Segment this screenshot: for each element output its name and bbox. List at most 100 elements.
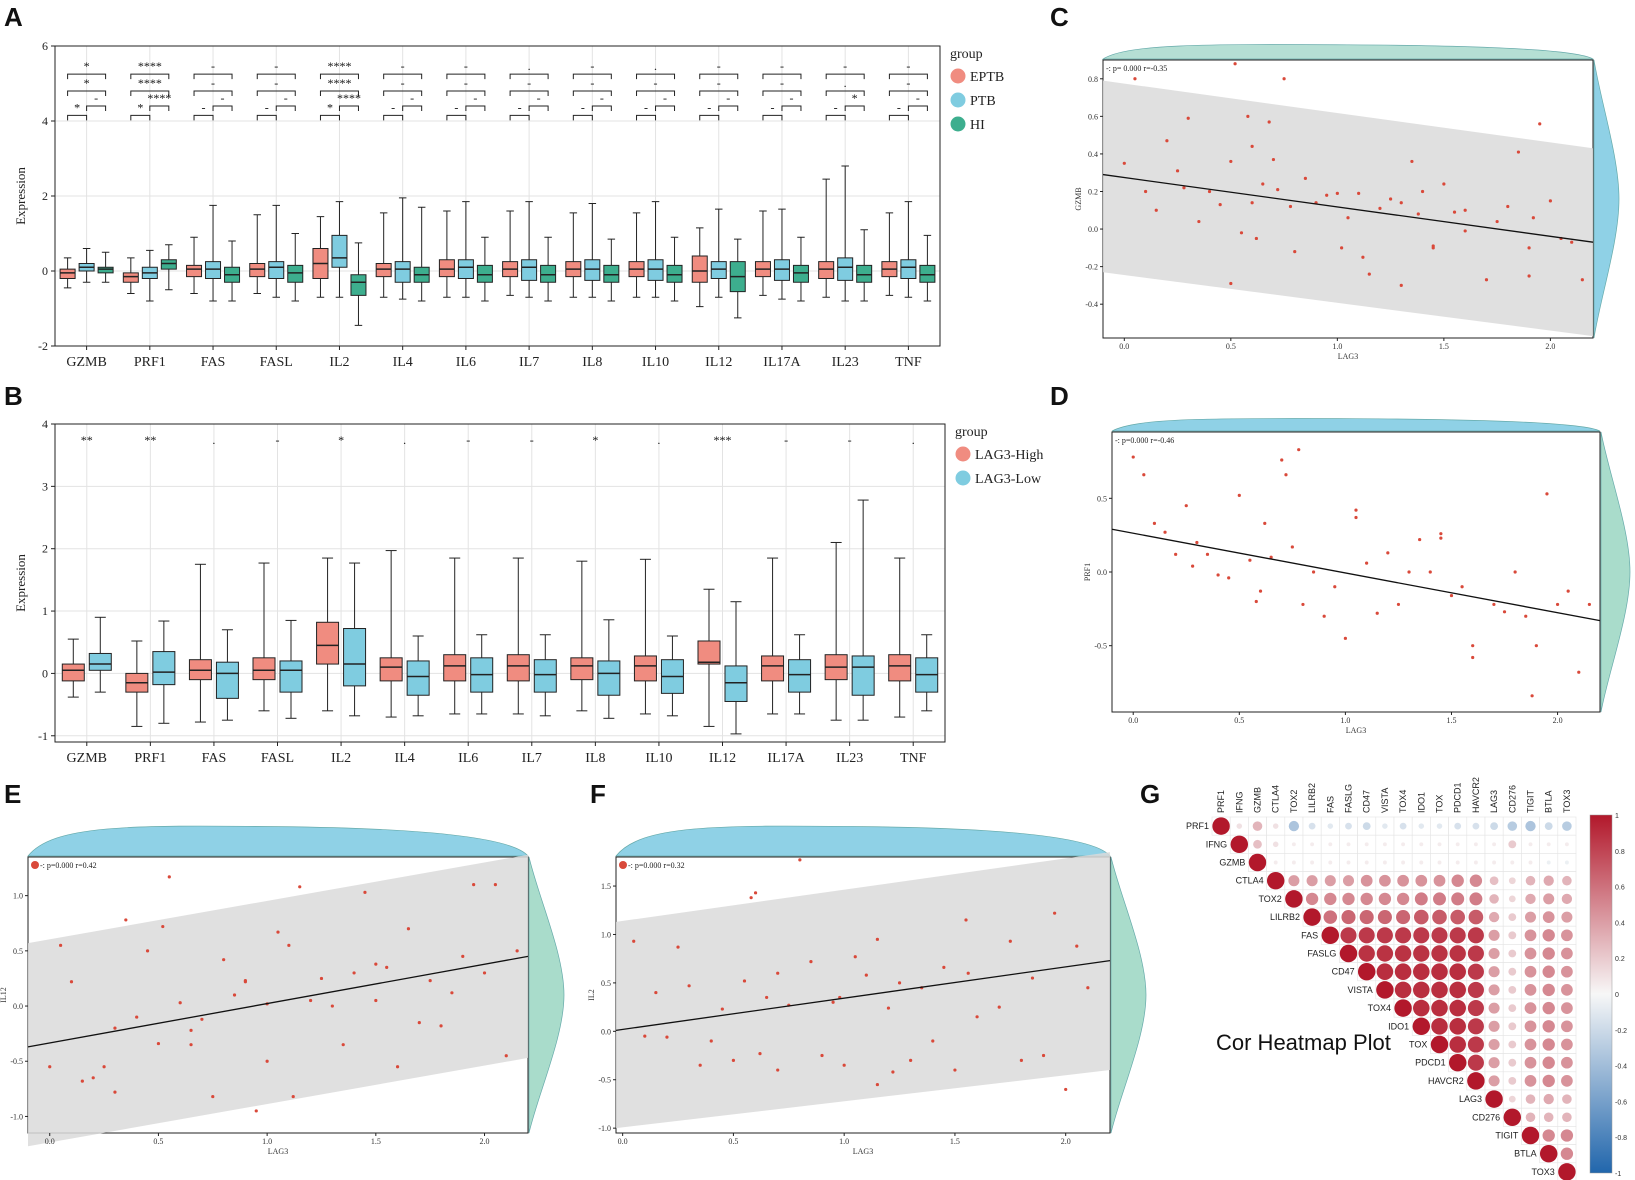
heatmap-dot — [1524, 1056, 1537, 1069]
heatmap-dot — [1328, 842, 1333, 847]
heatmap-dot — [1419, 860, 1424, 865]
sig-bracket — [762, 114, 783, 121]
scatter-point — [1282, 77, 1286, 81]
x-tick-label: IL12 — [709, 751, 736, 766]
heatmap-dot — [1524, 1020, 1537, 1033]
scatter-point — [1418, 537, 1422, 542]
scatter-point — [1449, 593, 1454, 598]
scatter-point — [291, 1094, 295, 1099]
heatmap-dot — [1397, 874, 1409, 887]
colorbar-tick-label: 0 — [1615, 992, 1619, 999]
heatmap-dot — [1431, 981, 1448, 999]
sig-bracket — [699, 90, 739, 96]
scatter-point — [1502, 610, 1507, 614]
box-LAG3-Low — [597, 660, 621, 696]
box-HI — [666, 264, 683, 283]
scatter-point — [758, 1051, 762, 1056]
scatter-point — [809, 959, 813, 964]
scatter-point — [178, 1001, 182, 1005]
scatter-point — [665, 1035, 669, 1039]
heatmap-row-label: FASLG — [1307, 949, 1336, 959]
annotation-marker — [31, 861, 39, 869]
heatmap-col-label: TIGIT — [1526, 790, 1536, 813]
colorbar-tick-label: 0.4 — [1615, 920, 1625, 927]
heatmap-dot — [1467, 1036, 1484, 1053]
box-PTB — [331, 234, 348, 268]
heatmap-col-label: CD47 — [1362, 790, 1372, 813]
scatter-point — [776, 1068, 780, 1072]
scatter-point — [113, 1026, 117, 1030]
box-LAG3-Low — [343, 628, 367, 687]
scatter-point — [450, 991, 454, 995]
heatmap-dot — [1288, 875, 1300, 887]
heatmap-row-label: HAVCR2 — [1428, 1076, 1464, 1086]
scatter-point — [942, 965, 946, 970]
y-axis-title: PRF1 — [1083, 563, 1092, 581]
scatter-point — [875, 1082, 879, 1087]
heatmap-dot — [1542, 1074, 1555, 1088]
sig-label: - — [590, 76, 594, 90]
scatter-point — [1357, 191, 1361, 195]
heatmap-dot — [1291, 860, 1296, 865]
sig-bracket — [509, 114, 530, 121]
heatmap-dot — [1377, 910, 1392, 925]
scatter-point — [1396, 602, 1401, 607]
heatmap-dot — [1376, 927, 1393, 944]
sig-label: . — [528, 59, 531, 73]
heatmap-dot — [1431, 927, 1448, 944]
scatter-point — [428, 979, 432, 983]
heatmap-dot — [1230, 835, 1249, 854]
sig-label: - — [454, 100, 458, 114]
sig-label: - — [401, 59, 405, 73]
box-HI — [856, 264, 873, 283]
x-tick-label: 2.0 — [480, 1137, 490, 1146]
density-side — [1110, 856, 1147, 1134]
sig-bracket — [193, 114, 214, 121]
heatmap-dot — [1561, 1075, 1573, 1087]
legend-label: HI — [970, 118, 985, 133]
heatmap-dot — [1562, 1094, 1572, 1104]
x-tick-label: 2.0 — [1545, 342, 1555, 351]
scatter-point — [1019, 1058, 1023, 1062]
sig-bracket — [67, 73, 107, 80]
scatter-point — [1207, 189, 1212, 194]
sig-label: - — [276, 433, 280, 447]
heatmap-dot — [1524, 1002, 1537, 1014]
confidence-band — [28, 854, 528, 1147]
heatmap-dot — [1560, 1129, 1574, 1142]
x-tick-label: GZMB — [66, 355, 106, 370]
scatter-point — [953, 1068, 957, 1072]
heatmap-dot — [1433, 874, 1446, 887]
heatmap-dot — [1488, 929, 1500, 941]
box-PTB — [205, 261, 222, 279]
heatmap-dot — [1542, 965, 1555, 978]
heatmap-dot — [1508, 1022, 1517, 1031]
sig-bracket — [888, 90, 928, 96]
sig-label: * — [137, 100, 143, 114]
heatmap-col-label: LILRB2 — [1307, 783, 1317, 813]
legend-swatch — [950, 116, 966, 132]
scatter-point — [167, 875, 171, 879]
sig-label: *** — [714, 433, 732, 447]
heatmap-col-label: PRF1 — [1216, 790, 1226, 813]
sig-label: - — [211, 59, 215, 73]
x-tick-label: 1.0 — [1340, 716, 1350, 725]
sig-label: . — [657, 433, 660, 447]
stat-annotation: -: p=0.000 r=0.42 — [40, 861, 97, 870]
x-tick-label: IL2 — [329, 355, 349, 370]
x-tick-label: 0.0 — [45, 1137, 55, 1146]
heatmap-dot — [1437, 842, 1442, 847]
scatter-point — [1410, 159, 1414, 164]
heatmap-dot — [1321, 926, 1340, 945]
heatmap-col-label: FAS — [1325, 796, 1335, 813]
sig-label: * — [84, 76, 90, 90]
scatter-point — [211, 1094, 215, 1099]
scatter-point — [1165, 139, 1169, 143]
heatmap-title: Cor Heatmap Plot — [1216, 1030, 1391, 1055]
box-LAG3-Low — [152, 651, 176, 686]
heatmap-dot — [1508, 1095, 1516, 1103]
scatter-point — [504, 1054, 508, 1058]
annotation-marker — [619, 861, 627, 869]
heatmap-dot — [1473, 842, 1478, 847]
